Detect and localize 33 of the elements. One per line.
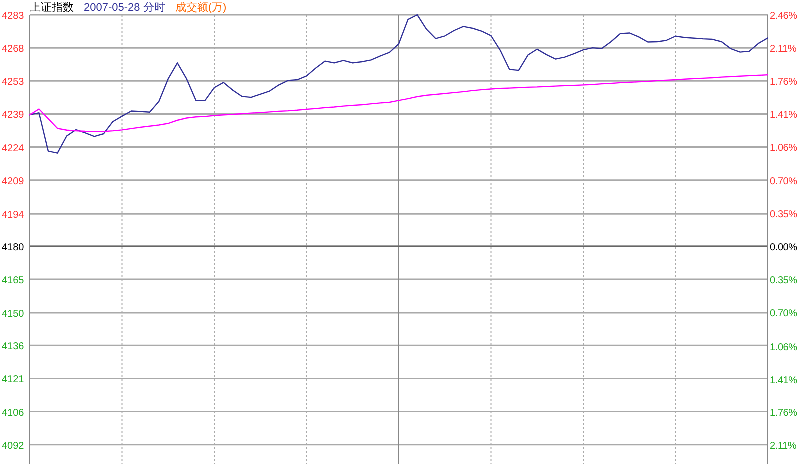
y2-tick-label: 0.70% <box>770 308 798 320</box>
y2-tick-label: 1.76% <box>770 408 798 420</box>
y-tick-label: 4106 <box>2 408 25 419</box>
y-tick-label: 4239 <box>2 110 25 122</box>
y2-tick-label: 1.06% <box>770 142 798 154</box>
y2-tick-label: 0.70% <box>770 176 798 188</box>
text: 成交额(万) <box>175 1 227 14</box>
text: 2007-05-28 分时 <box>84 1 166 14</box>
y2-tick-label: 2.46% <box>770 11 798 22</box>
line-series <box>29 74 769 132</box>
y-tick-label: 4150 <box>2 309 25 320</box>
y2-tick-label: 1.41% <box>770 110 798 121</box>
y2-tick-label: 2.11% <box>770 44 797 55</box>
line-series <box>29 14 769 154</box>
y2-tick-label: 1.76% <box>770 76 798 88</box>
y2-tick-label: 0.00% <box>770 242 798 254</box>
y-tick-label: 4136 <box>2 342 25 353</box>
y-tick-label: 4165 <box>2 276 25 287</box>
y2-tick-label: 1.06% <box>770 342 798 354</box>
chart-title: 上证指数 <box>30 1 74 14</box>
y2-tick-label: 0.35% <box>770 276 798 287</box>
y-tick-label: 4253 <box>2 77 25 88</box>
y-tick-label: 4268 <box>2 44 25 56</box>
y-tick-label: 4283 <box>2 11 25 22</box>
y2-tick-label: 1.41% <box>770 375 798 386</box>
y-tick-label: 4121 <box>2 374 25 386</box>
y-tick-label: 4180 <box>2 242 25 254</box>
y2-tick-label: 2.11% <box>770 441 797 452</box>
y-tick-label: 4194 <box>2 210 25 222</box>
y-tick-label: 4224 <box>2 143 25 154</box>
y-tick-label: 4092 <box>2 440 25 452</box>
y2-tick-label: 0.35% <box>770 210 798 221</box>
y-tick-label: 4209 <box>2 176 25 188</box>
